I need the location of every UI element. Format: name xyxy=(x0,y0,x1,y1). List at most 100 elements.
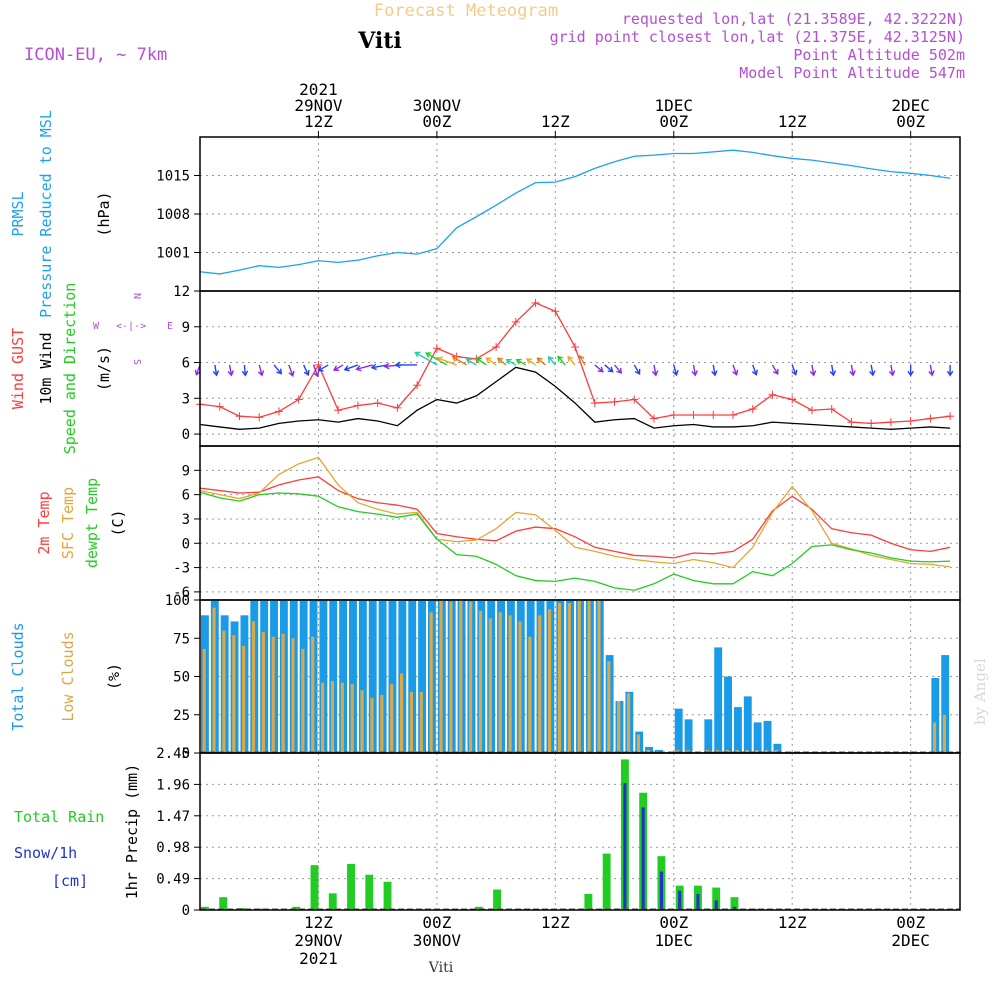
low-cloud-bar xyxy=(291,638,295,753)
low-cloud-bar xyxy=(271,636,275,753)
low-cloud-bar xyxy=(548,609,552,753)
wind-arrow xyxy=(452,356,467,366)
credit-watermark: by Angel xyxy=(971,658,989,725)
low-cloud-bar xyxy=(360,690,364,753)
total-cloud-bar xyxy=(418,600,427,753)
bottom-time-label: 00Z xyxy=(422,913,451,932)
wind-arrowhead xyxy=(485,357,492,363)
bottom-time-label: 30NOV xyxy=(413,931,462,950)
wind-arrow xyxy=(673,364,678,376)
low-cloud-bar xyxy=(528,636,532,753)
wind-arrowhead xyxy=(436,356,443,363)
total-cloud-bar xyxy=(714,647,723,753)
low-cloud-bar xyxy=(429,612,433,753)
y-tick-label: 9 xyxy=(182,463,190,479)
top-time-label: 30NOV xyxy=(413,96,462,115)
total-cloud-bar xyxy=(753,722,762,753)
rain-bar xyxy=(328,893,337,910)
low-cloud-bar xyxy=(449,601,453,753)
y-tick-label: 0 xyxy=(182,746,190,762)
y-tick-label: -6 xyxy=(173,585,190,601)
wind-arrowhead xyxy=(425,352,432,358)
bottom-time-label: 12Z xyxy=(778,913,807,932)
wind-arrowhead xyxy=(567,355,574,362)
top-time-label: 00Z xyxy=(422,112,451,131)
rain-bar xyxy=(493,889,502,910)
low-cloud-bar xyxy=(399,673,404,753)
low-cloud-bar xyxy=(439,600,443,753)
low-cloud-bar xyxy=(459,600,463,753)
low-cloud-bar xyxy=(942,714,946,753)
wind-arrow xyxy=(811,364,815,376)
snow-bar xyxy=(641,807,645,910)
low-cloud-bar xyxy=(538,615,542,753)
y-tick-label: -3 xyxy=(173,561,190,577)
low-cloud-bar xyxy=(498,612,502,753)
low-cloud-bar xyxy=(232,635,236,753)
total-cloud-bar xyxy=(773,743,782,753)
wind-arrowhead xyxy=(732,369,739,376)
axis-label: (m/s) xyxy=(95,346,113,391)
wind-arrow xyxy=(356,364,373,370)
wind-arrowhead xyxy=(607,366,614,373)
compass-N: N xyxy=(131,293,142,299)
low-cloud-bar xyxy=(646,749,650,753)
wind-arrow xyxy=(415,351,438,366)
y-tick-label: 50 xyxy=(173,670,190,686)
rain-bar xyxy=(200,906,209,910)
y-tick-label: 9 xyxy=(182,320,190,336)
snow-bar xyxy=(678,890,682,910)
low-cloud-bar xyxy=(301,648,305,753)
requested-coords: requested lon,lat (21.3589E, 42.3222N) xyxy=(622,10,965,28)
panel-frame xyxy=(199,290,961,447)
wind-arrowhead xyxy=(212,370,220,377)
axis-label: (hPa) xyxy=(95,191,113,236)
low-cloud-bar xyxy=(735,749,739,753)
rain-bar xyxy=(730,897,739,910)
top-time-label: 2021 xyxy=(299,80,338,99)
series-line-1 xyxy=(199,366,951,430)
low-cloud-bar xyxy=(676,749,680,753)
y-tick-label: 6 xyxy=(182,356,190,372)
low-cloud-bar xyxy=(281,633,285,753)
low-cloud-bar xyxy=(597,600,601,753)
series-line-0 xyxy=(199,149,951,275)
rain-bar xyxy=(474,906,483,910)
meteogram-title: Forecast Meteogram xyxy=(374,1,558,21)
snow-bar xyxy=(623,783,627,910)
snow-bar xyxy=(696,893,700,910)
y-tick-label: 6 xyxy=(182,488,190,504)
axis-label: Wind GUST xyxy=(9,328,27,409)
wind-arrow xyxy=(752,364,757,375)
series-line-2 xyxy=(199,491,951,591)
axis-label: Speed and Direction xyxy=(61,283,79,455)
low-cloud-bar xyxy=(607,661,611,753)
top-time-label: 12Z xyxy=(778,112,807,131)
low-cloud-bar xyxy=(202,648,206,753)
wind-arrowhead xyxy=(634,368,641,376)
compass-E: E xyxy=(167,321,173,332)
wind-arrow xyxy=(506,359,517,366)
low-cloud-bar xyxy=(261,632,265,753)
top-time-label: 29NOV xyxy=(294,96,343,115)
low-cloud-bar xyxy=(587,600,591,753)
snow-bar xyxy=(732,906,737,910)
panel-frame xyxy=(199,445,961,601)
wind-arrow xyxy=(594,364,604,373)
wind-arrowhead xyxy=(343,365,350,372)
low-cloud-bar xyxy=(705,749,710,753)
low-cloud-bar xyxy=(725,749,729,753)
wind-arrow xyxy=(567,356,576,366)
compass-S: S xyxy=(131,359,142,365)
rain-bar xyxy=(219,897,228,910)
wind-arrowhead xyxy=(928,370,935,377)
bottom-time-label: 00Z xyxy=(896,913,925,932)
wind-arrowhead xyxy=(355,365,362,372)
wind-arrowhead xyxy=(849,370,856,377)
low-cloud-bar xyxy=(567,603,571,753)
wind-arrowhead xyxy=(536,357,543,364)
wind-arrowhead xyxy=(505,358,512,365)
wind-arrow xyxy=(791,364,797,375)
wind-arrowhead xyxy=(241,370,249,377)
wind-arrow xyxy=(228,364,233,376)
